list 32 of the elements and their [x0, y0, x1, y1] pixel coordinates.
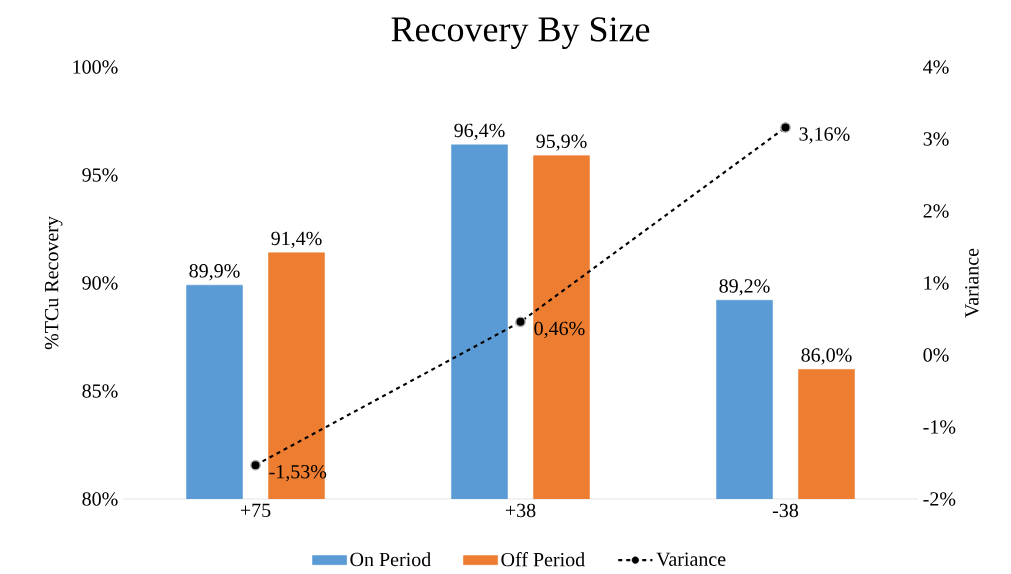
y2-tick-label: 3%: [923, 132, 949, 147]
data-label: 0,46%: [534, 321, 585, 339]
y-tick-label: 85%: [82, 384, 118, 399]
x-tick-label: +75: [240, 503, 271, 518]
point: [780, 122, 791, 134]
y-tick-label: 95%: [82, 168, 118, 183]
y2-tick-label: 4%: [923, 60, 949, 75]
y2-tick-label: -2%: [923, 492, 956, 507]
point: [515, 316, 526, 328]
data-label: 91,4%: [271, 231, 322, 249]
legend-label: On Period: [350, 552, 431, 567]
data-label: 89,2%: [719, 279, 770, 296]
data-label: 95,9%: [536, 134, 587, 152]
legend-label: Variance: [656, 552, 726, 567]
y-tick-label: 100%: [73, 60, 118, 75]
y2-tick-label: -1%: [923, 420, 956, 435]
chart-title: Recovery By Size: [391, 17, 650, 50]
y-axis-title: %TCu Recovery: [44, 216, 63, 350]
legend-label: Off Period: [501, 552, 585, 567]
y2-tick-label: 1%: [924, 276, 949, 291]
data-label: 3,16%: [799, 127, 850, 144]
x-tick-label: -38: [772, 503, 799, 518]
data-label: 96,4%: [454, 123, 505, 141]
y2-tick-label: 0%: [923, 348, 949, 363]
data-label: 89,9%: [189, 264, 240, 281]
x-tick-label: +38: [505, 503, 536, 518]
y2-axis-title: Variance: [965, 248, 979, 318]
y2-tick-label: 2%: [923, 204, 949, 219]
data-label: 86,0%: [801, 348, 852, 365]
point: [250, 460, 261, 471]
y-tick-label: 80%: [82, 492, 118, 507]
y-tick-label: 90%: [82, 276, 118, 291]
